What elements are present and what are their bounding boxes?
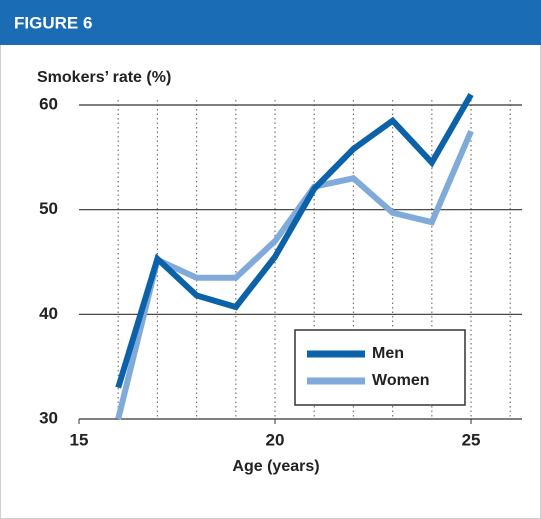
- y-tick-label: 60: [39, 94, 58, 113]
- y-tick-label: 50: [39, 199, 58, 218]
- legend-box: [294, 329, 466, 406]
- x-axis-label: Age (years): [232, 458, 319, 475]
- x-tick-label: 15: [70, 430, 89, 449]
- header-title: FIGURE 6: [14, 13, 92, 32]
- legend-label: Men: [372, 345, 404, 362]
- x-tick-label: 25: [462, 430, 481, 449]
- y-axis-label: Smokers’ rate (%): [37, 69, 171, 86]
- series-line: [115, 93, 474, 389]
- header-bar: [0, 0, 541, 45]
- x-tick-label: 20: [266, 430, 285, 449]
- series-line: [115, 129, 474, 420]
- y-tick-label: 30: [39, 408, 58, 427]
- y-tick-label: 40: [39, 304, 58, 323]
- legend-label: Women: [372, 372, 429, 389]
